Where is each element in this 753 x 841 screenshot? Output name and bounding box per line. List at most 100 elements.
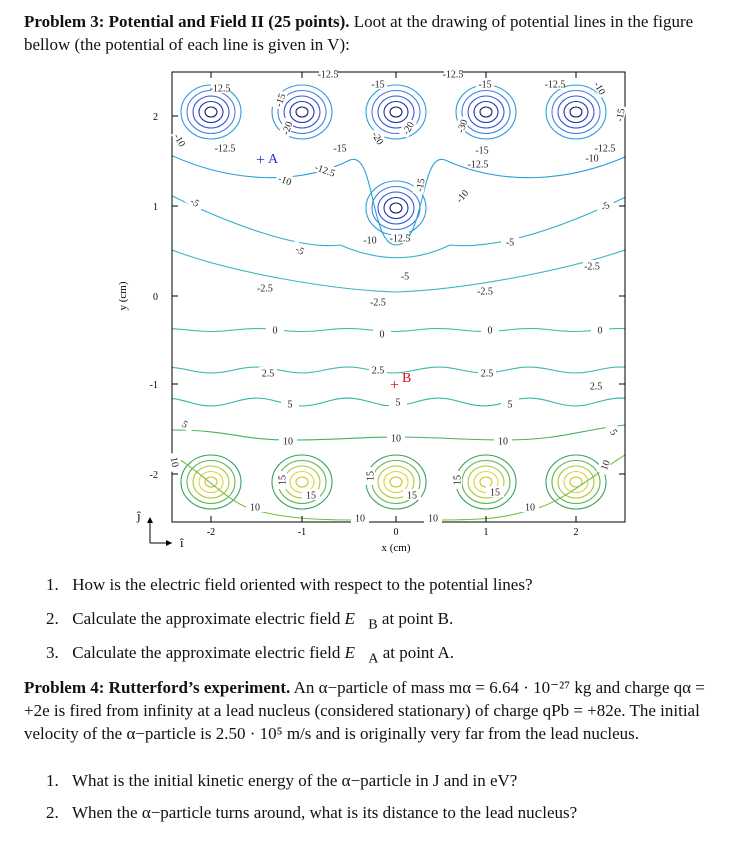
label-background: [184, 192, 206, 211]
contour-label: -2.5: [477, 287, 493, 298]
contour-label: -5: [401, 272, 409, 283]
contour-line: [172, 366, 625, 374]
potential-figure: x (cm) y (cm) î ĵ -2 -1 0 1 2210-1-2-12.5-15…: [117, 68, 628, 554]
contour-line: [551, 89, 601, 135]
contour-label: 15: [306, 491, 316, 502]
problem-title: Problem 4: Rutterford’s experiment.: [24, 678, 291, 697]
question-number: 1.: [46, 771, 59, 790]
label-background: [281, 398, 299, 409]
question-number: 1.: [46, 575, 59, 594]
contour-line: [172, 195, 625, 259]
label-background: [387, 432, 405, 443]
label-background: [259, 367, 277, 378]
label-background: [444, 68, 462, 79]
arrowhead: [166, 540, 172, 546]
label-background: [596, 454, 613, 476]
label-background: [481, 324, 499, 335]
contour-label: -12.5: [468, 160, 489, 171]
contour-label: 10: [428, 514, 438, 525]
question: 2. Calculate the approximate electric fi…: [46, 609, 453, 633]
contour-label: 15: [490, 488, 500, 499]
contour-line: [371, 89, 421, 135]
contour-line: [289, 100, 315, 124]
label-background: [583, 260, 601, 271]
point-a-label: A: [268, 152, 279, 167]
question-text: When the α−particle turns around, what i…: [71, 803, 578, 822]
contour-line: [569, 476, 583, 488]
contour-label: -2.5: [257, 284, 273, 295]
label-background: [389, 396, 407, 407]
contour-label: -30: [455, 118, 470, 134]
label-background: [331, 142, 349, 153]
contour-line: [277, 89, 327, 135]
field-subscript: A: [368, 650, 379, 667]
contour-label: 5: [607, 428, 619, 438]
contour-line: [389, 476, 403, 488]
label-background: [174, 414, 196, 433]
label-background: [453, 115, 470, 137]
contour-line: [192, 465, 230, 499]
contour-label: 0: [273, 326, 278, 337]
label-background: [451, 471, 462, 489]
contour-label: -15: [371, 80, 384, 91]
contour-label: 10: [355, 514, 365, 525]
contour-label: 2.5: [590, 382, 603, 393]
question-number: 2.: [46, 803, 59, 822]
question: 1. What is the initial kinetic energy of…: [46, 771, 517, 791]
unit-vector-i: î: [179, 535, 184, 550]
label-background: [583, 152, 601, 163]
contour-line: [172, 327, 625, 333]
contour-line: [198, 470, 224, 494]
label-background: [289, 240, 311, 259]
label-background: [279, 435, 297, 446]
contour-line: [271, 454, 333, 510]
contour-label: -2.5: [584, 262, 600, 273]
contour-line: [365, 84, 427, 140]
x-tick-label: 2: [574, 527, 579, 538]
contour-line: [377, 95, 415, 129]
question-text: Calculate the approximate electric field: [72, 643, 341, 662]
contour-label: 2.5: [372, 366, 385, 377]
question-number: 2.: [46, 609, 59, 628]
label-background: [278, 117, 295, 139]
point-a-marker: +: [256, 152, 265, 169]
x-tick-label: 1: [484, 527, 489, 538]
contour-label: -15: [475, 146, 488, 157]
contour-label: -12.5: [443, 70, 464, 81]
label-background: [501, 236, 519, 247]
contour-line: [204, 106, 218, 118]
contour-label: 5: [508, 400, 513, 411]
label-background: [216, 142, 234, 153]
contour-line: [551, 459, 601, 505]
label-background: [494, 435, 512, 446]
arrowhead: [147, 517, 153, 523]
contour-line: [563, 470, 589, 494]
contour-line: [295, 106, 309, 118]
label-background: [211, 82, 229, 93]
contour-line: [383, 196, 409, 220]
label-background: [469, 158, 487, 169]
plot-area: [172, 72, 625, 522]
y-tick-label: 2: [153, 112, 158, 123]
label-background: [369, 78, 387, 89]
label-background: [546, 78, 564, 89]
contour-line: [383, 100, 409, 124]
problem-body: Loot at the drawing of potential lines i…: [24, 12, 694, 54]
contour-label: -15: [478, 80, 491, 91]
plot-frame: [171, 71, 626, 523]
label-background: [476, 285, 494, 296]
contour-label: -15: [414, 178, 427, 193]
contour-line: [186, 459, 236, 505]
label-background: [412, 175, 427, 195]
label-background: [274, 171, 296, 188]
label-background: [596, 142, 614, 153]
contour-label: -5: [506, 238, 514, 249]
contour-label: -2.5: [370, 298, 386, 309]
contour-label: -12.5: [595, 144, 616, 155]
label-background: [478, 367, 496, 378]
label-background: [594, 196, 616, 215]
question-text: What is the initial kinetic energy of th…: [71, 771, 518, 790]
contour-line: [172, 249, 625, 293]
label-background: [403, 489, 421, 500]
